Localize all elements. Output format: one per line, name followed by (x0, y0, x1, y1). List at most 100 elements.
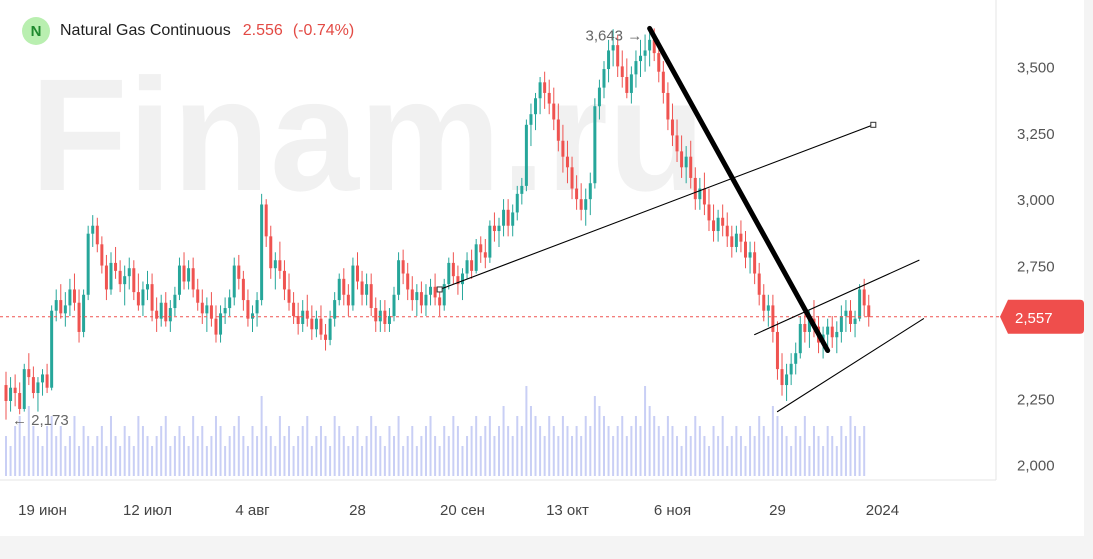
volume-bar (210, 436, 213, 476)
volume-bar (685, 426, 688, 476)
candle-body (136, 292, 140, 306)
candle-body (205, 305, 209, 314)
volume-bar (164, 416, 167, 476)
candle-body (689, 156, 693, 178)
volume-bar (393, 436, 396, 476)
max-price-label: 3,643 → (585, 27, 642, 44)
volume-bar (173, 436, 176, 476)
trendline-handle (436, 286, 443, 293)
volume-bar (36, 436, 39, 476)
candle-body (433, 286, 437, 298)
candle-body (570, 167, 574, 189)
volume-bar (310, 446, 313, 476)
volume-bar (128, 436, 131, 476)
candle-body (360, 281, 364, 295)
volume-bar (342, 436, 345, 476)
volume-bar (730, 436, 733, 476)
candle-body (387, 316, 391, 324)
volume-bar (771, 406, 774, 476)
candle-body (511, 212, 515, 226)
candle-body (324, 334, 328, 340)
candle-body (520, 185, 524, 194)
volume-bar (461, 446, 464, 476)
candle-body (346, 294, 350, 306)
candle-body (310, 318, 314, 330)
candle-body (456, 276, 460, 285)
volume-bar (790, 446, 793, 476)
volume-bar (648, 406, 651, 476)
volume-bar (438, 446, 441, 476)
candle-body (337, 278, 341, 301)
candle-body (739, 233, 743, 242)
trendlines[interactable] (436, 25, 925, 413)
volume-bar (256, 436, 259, 476)
volume-bar (511, 436, 514, 476)
candle-body (775, 331, 779, 370)
volume-bar (749, 426, 752, 476)
volume-bar (602, 416, 605, 476)
candle-body (502, 209, 506, 226)
candle-body (766, 305, 770, 311)
candle-body (342, 278, 346, 295)
candle-body (410, 289, 414, 301)
volume-bar (812, 426, 815, 476)
volume-bar (662, 436, 665, 476)
volume-bar (498, 426, 500, 476)
volume-bar (338, 426, 341, 476)
last-price-label: 2,557 (1015, 310, 1053, 327)
volume-bar (726, 446, 729, 476)
volume-bar (301, 426, 304, 476)
volume-bar (525, 386, 528, 476)
volume-bar (817, 436, 820, 476)
volume-bar (329, 446, 332, 476)
volume-bar (269, 436, 272, 476)
candle-body (13, 387, 17, 394)
candle-body (127, 268, 131, 277)
instrument-badge[interactable]: N (22, 17, 50, 45)
x-tick-label: 29 (769, 502, 786, 519)
y-tick-label: 2,000 (1017, 458, 1055, 475)
axis-lines (0, 0, 997, 481)
x-tick-label: 20 сен (440, 502, 485, 519)
candle-body (264, 204, 268, 237)
candle-body (54, 300, 58, 311)
volume-bar (274, 446, 277, 476)
volume-bar (370, 416, 373, 476)
candle-body (497, 225, 501, 232)
volume-bar (233, 426, 236, 476)
candle-body (82, 294, 86, 332)
volume-bar (858, 436, 861, 476)
volume-bar (785, 436, 788, 476)
candle-body (552, 103, 556, 120)
candle-body (547, 92, 551, 104)
volume-bar (831, 436, 834, 476)
volume-bar (580, 436, 583, 476)
candle-body (18, 393, 22, 409)
candle-body (150, 284, 154, 311)
candle-body (123, 276, 127, 285)
candle-body (369, 284, 373, 309)
volume-bar (388, 426, 391, 476)
volume-bar (55, 436, 58, 476)
volume-bar (557, 436, 560, 476)
candle-body (406, 273, 410, 290)
volume-bar (479, 436, 482, 476)
candle-body (748, 252, 752, 258)
volume-bar (644, 386, 647, 476)
volume-bar (187, 446, 190, 476)
volume-bar (383, 446, 386, 476)
candle-body (333, 300, 337, 319)
annotations: 3,643 → ← 2,173 (12, 27, 642, 428)
volume-bar (447, 436, 450, 476)
candle-body (305, 310, 309, 319)
volume-bar (288, 426, 291, 476)
candle-body (59, 300, 63, 314)
candle-body (515, 193, 519, 213)
candle-body (228, 297, 232, 309)
bottom-bar (0, 536, 1093, 559)
candle-body (168, 308, 172, 322)
x-tick-label: 19 июн (18, 502, 67, 519)
volume-bar (689, 436, 692, 476)
volume-bar (470, 426, 473, 476)
